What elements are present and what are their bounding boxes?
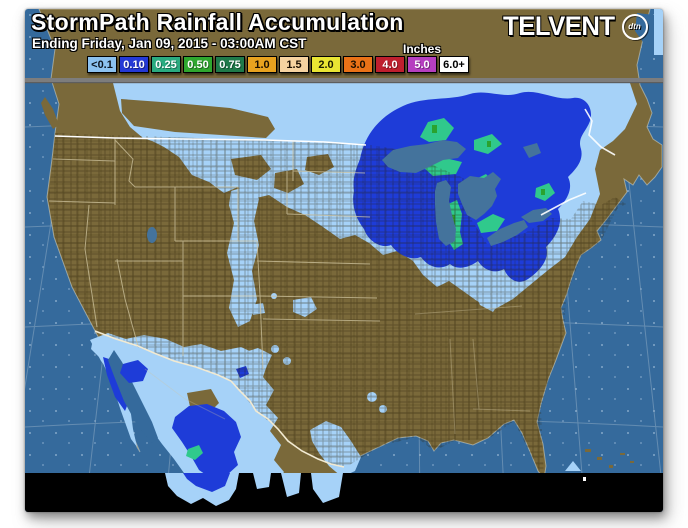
- telvent-logo: TELVENT dtn: [503, 11, 648, 42]
- map-graphic: [25, 9, 663, 512]
- units-label: Inches: [403, 42, 442, 56]
- legend-item-3: 0.50: [183, 56, 213, 73]
- us-canada-border: [54, 135, 367, 146]
- precip-over-nodata: [165, 473, 586, 506]
- legend-item-5: 1.0: [247, 56, 277, 73]
- st-lawrence-border: [540, 192, 587, 216]
- precip-moderate-borderblob: [120, 360, 148, 383]
- legend-row: <0.1 0.10 0.25 0.50 0.75 1.0 1.5 2.0 3.0 4.0 5.0 6.…: [87, 56, 469, 73]
- great-lakes: [147, 140, 552, 246]
- great-salt-lake: [147, 227, 157, 243]
- gulf-triangle: [565, 461, 581, 471]
- lake-superior: [382, 140, 466, 173]
- vancouver-island: [41, 97, 59, 129]
- rockies-canada: [121, 99, 275, 138]
- bahamas-specks: [585, 449, 634, 468]
- lake-michigan: [435, 180, 456, 246]
- valid-time-label: Ending Friday, Jan 09, 2015 - 03:00AM CS…: [32, 36, 307, 51]
- us-mexico-border: [94, 330, 345, 468]
- precip-light-baja: [91, 339, 137, 447]
- precip-moderate-mexico: [172, 404, 241, 479]
- legend-item-6: 1.5: [279, 56, 309, 73]
- precip-moderate-baja: [103, 357, 129, 411]
- telvent-logo-text: TELVENT: [503, 11, 615, 41]
- legend-item-4: 0.75: [215, 56, 245, 73]
- maine-border: [584, 108, 616, 156]
- lake-huron: [458, 172, 501, 220]
- legend-item-0: <0.1: [87, 56, 117, 73]
- lake-erie: [487, 220, 528, 246]
- weather-map: StormPath Rainfall Accumulation Ending F…: [25, 9, 663, 512]
- legend-item-11: 6.0+: [439, 56, 469, 73]
- state-borders: [48, 138, 531, 435]
- dtn-badge-icon: dtn: [621, 13, 648, 40]
- legend-item-7: 2.0: [311, 56, 341, 73]
- legend-item-2: 0.25: [151, 56, 181, 73]
- legend-item-1: 0.10: [119, 56, 149, 73]
- lake-ontario: [521, 208, 552, 223]
- precip-teal-mexico: [186, 445, 203, 460]
- precip-right-edge: [654, 9, 663, 55]
- no-data-bar: [25, 473, 663, 512]
- map-seam: [25, 78, 663, 83]
- legend-item-9: 4.0: [375, 56, 405, 73]
- lake-nipigon: [523, 143, 541, 158]
- legend-item-8: 3.0: [343, 56, 373, 73]
- map-seam-edge: [25, 82, 663, 84]
- page-title: StormPath Rainfall Accumulation: [31, 9, 404, 35]
- legend-item-10: 5.0: [407, 56, 437, 73]
